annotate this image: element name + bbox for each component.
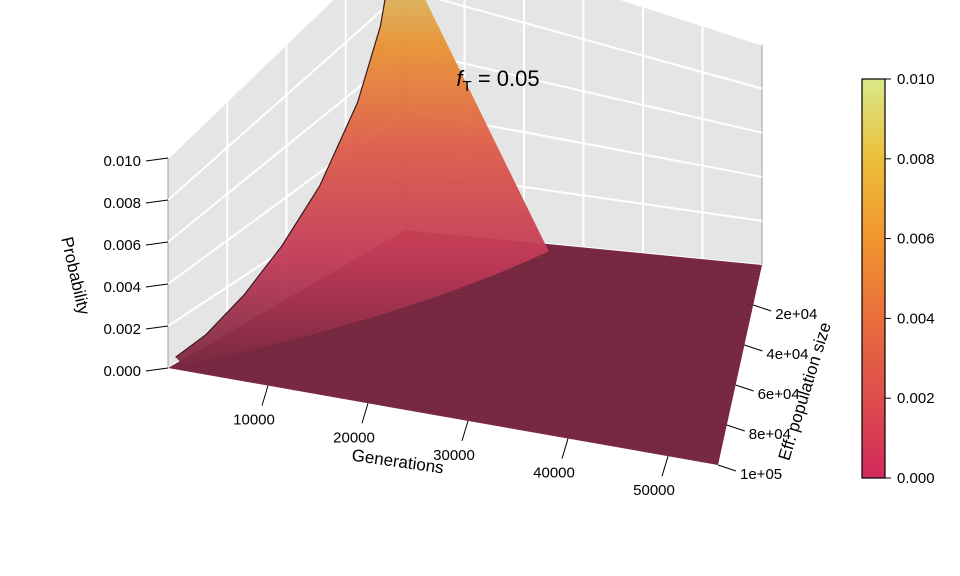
z-tick	[145, 367, 169, 372]
z-tick-label: 0.002	[103, 321, 141, 338]
surface-ridge	[175, 0, 549, 365]
x-tick-label: 20000	[333, 429, 375, 446]
colorbar-tick-label: 0.006	[897, 231, 935, 248]
z-tick	[145, 325, 169, 330]
surface-mesh-line	[258, 314, 735, 389]
y-tick-label: 4e+04	[766, 346, 808, 363]
surface-mesh-line	[207, 344, 726, 432]
surface-mesh-line	[191, 353, 723, 446]
colorbar-tick-label: 0.008	[897, 151, 935, 168]
surface-mesh-line	[183, 358, 721, 452]
z-tick	[145, 241, 169, 246]
surface-mesh-line	[215, 340, 727, 426]
x-tick	[361, 403, 369, 424]
z-tick-label: 0.010	[103, 153, 141, 170]
surface-mesh-line	[195, 351, 724, 442]
surface-mesh-line	[219, 337, 728, 422]
surface-ridge-crest	[175, 0, 386, 358]
x-tick-label: 40000	[533, 465, 575, 482]
surface-mesh-line	[175, 363, 720, 459]
x-tick-label: 50000	[633, 482, 675, 499]
y-tick	[735, 384, 754, 392]
y-tick-label: 2e+04	[775, 306, 817, 323]
z-tick-label: 0.006	[103, 237, 141, 254]
x-tick	[661, 456, 669, 477]
surface-mesh-line	[227, 333, 730, 416]
z-tick	[145, 283, 169, 288]
x-tick-label: 30000	[433, 447, 475, 464]
colorbar: 0.000 0.002 0.004 0.006 0.008 0.010	[861, 71, 935, 487]
y-tick-label: 6e+04	[758, 386, 800, 403]
colorbar-tick-label: 0.000	[897, 470, 935, 487]
x-axis-label: Generations	[351, 446, 445, 478]
surface-mesh-line	[243, 324, 732, 402]
x-tick	[261, 385, 269, 406]
z-axis-label: Probability	[57, 235, 93, 317]
surface-mesh-line	[171, 365, 719, 462]
surface-mesh-line	[250, 319, 734, 396]
y-tick-label: 8e+04	[749, 426, 791, 443]
surface-mesh-line	[246, 321, 733, 399]
colorbar-bar	[861, 78, 886, 479]
surface-mesh-line	[254, 317, 735, 392]
surface-mesh-line	[231, 330, 730, 412]
surface-mesh-line	[211, 342, 727, 429]
y-tick	[717, 464, 737, 472]
x-tick	[461, 420, 469, 442]
title-variable: f	[456, 66, 465, 91]
z-tick	[145, 199, 169, 204]
chart-title: fT = 0.05	[456, 66, 539, 95]
z-tick-label: 0.008	[103, 195, 141, 212]
z-gridline	[167, 0, 763, 159]
surface-mesh-line	[239, 326, 732, 406]
surface-mesh-line	[223, 335, 729, 419]
title-value: = 0.05	[472, 66, 540, 91]
z-tick	[145, 157, 169, 162]
y-tick	[744, 344, 763, 352]
axes: 0.000 0.002 0.004 0.006 0.008 0.010 10000 20000…	[103, 153, 817, 499]
surface-mesh-line	[187, 356, 722, 449]
title-subscript: T	[463, 78, 472, 95]
colorbar-tick-label: 0.010	[897, 71, 935, 88]
surface-mesh-line	[203, 347, 725, 436]
probability-surface	[168, 0, 762, 465]
surface-mesh-line	[179, 360, 721, 456]
z-tick-label: 0.000	[103, 363, 141, 380]
z-tick-label: 0.004	[103, 279, 141, 296]
colorbar-tick-label: 0.004	[897, 310, 935, 327]
y-tick	[726, 424, 745, 432]
x-tick-label: 10000	[233, 412, 275, 429]
surface-mesh-line	[199, 349, 724, 439]
y-tick	[753, 304, 772, 312]
y-tick-label: 1e+05	[740, 466, 782, 483]
x-tick	[561, 438, 569, 459]
surface-mesh-line	[235, 328, 731, 409]
colorbar-tick-label: 0.002	[897, 390, 935, 407]
